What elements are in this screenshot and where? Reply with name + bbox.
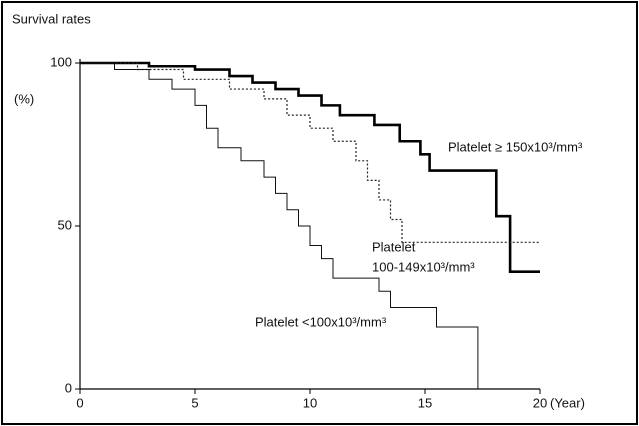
x-tick-label: 20: [533, 395, 547, 410]
x-tick-label: 0: [76, 395, 83, 410]
curve-label: 100-149x10³/mm³: [372, 259, 475, 274]
y-tick-label: 50: [58, 217, 72, 232]
chart-title: Survival rates: [12, 11, 91, 26]
survival-curve: [80, 61, 540, 273]
curve-label: Platelet: [372, 239, 416, 254]
x-tick-label: 5: [191, 395, 198, 410]
y-axis-label: (%): [14, 91, 34, 106]
x-tick-label: 10: [303, 395, 317, 410]
x-axis-label: (Year): [550, 395, 585, 410]
y-tick-label: 100: [50, 54, 72, 69]
survival-curve: [80, 62, 479, 389]
x-tick-label: 15: [418, 395, 432, 410]
survival-curve: [80, 62, 540, 243]
curve-label: Platelet <100x10³/mm³: [255, 314, 387, 329]
curve-label: Platelet ≥ 150x10³/mm³: [448, 139, 583, 154]
y-tick-label: 0: [65, 380, 72, 395]
